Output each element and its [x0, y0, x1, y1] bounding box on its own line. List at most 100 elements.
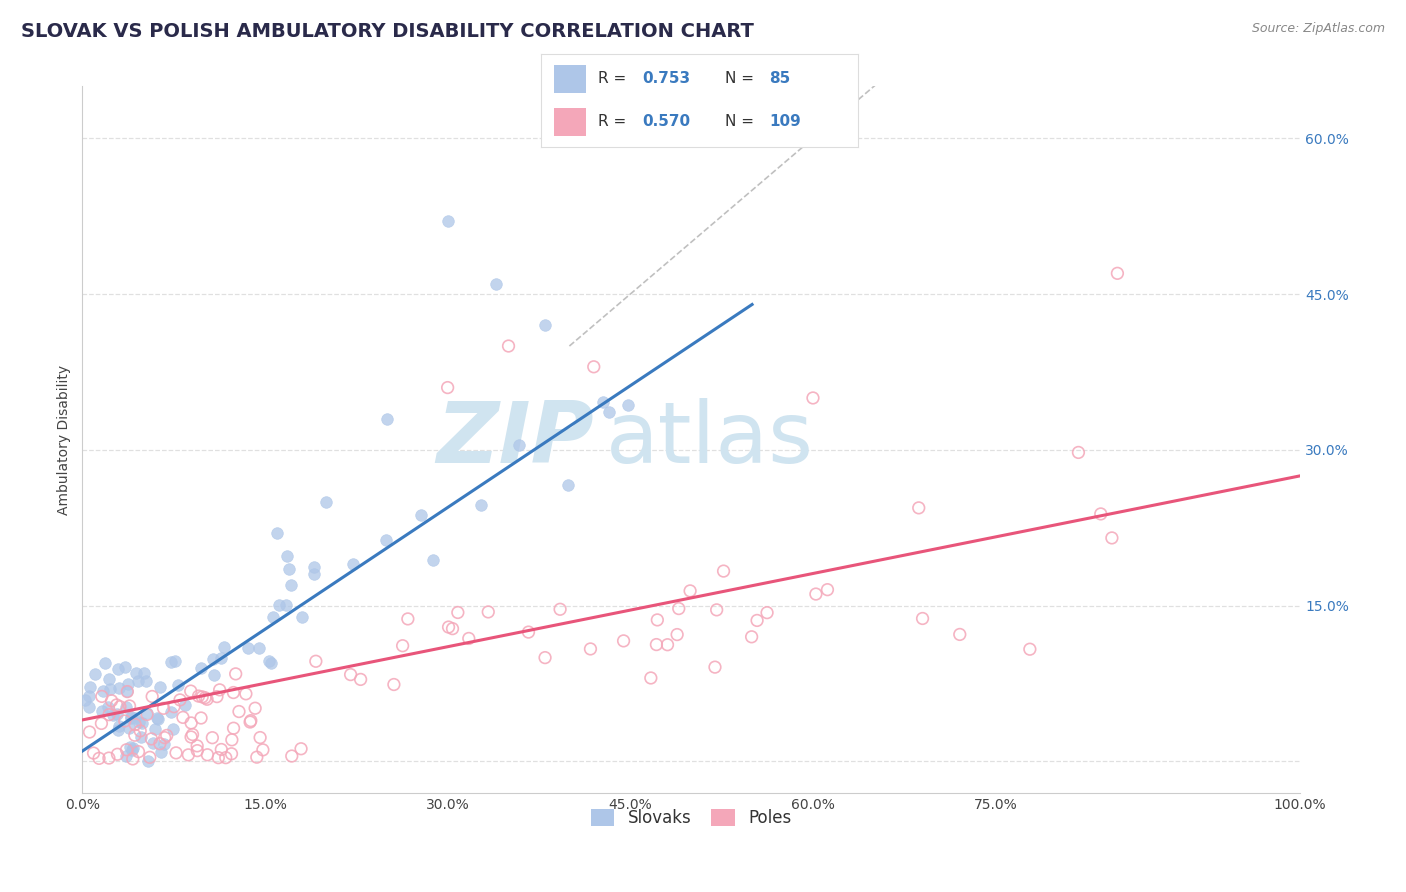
Point	[666, 627, 689, 641]
Point	[107, 719, 129, 733]
Point	[582, 359, 605, 374]
Point	[136, 707, 159, 722]
Point	[180, 684, 202, 698]
Point	[105, 698, 128, 712]
Point	[409, 508, 432, 522]
Point	[142, 736, 165, 750]
Point	[745, 614, 768, 628]
Point	[239, 714, 262, 728]
Point	[180, 730, 202, 744]
Point	[201, 731, 224, 745]
Point	[125, 666, 148, 681]
Point	[98, 682, 121, 697]
Point	[534, 650, 557, 665]
Point	[97, 751, 120, 765]
Point	[209, 651, 232, 665]
Point	[221, 747, 243, 761]
Point	[276, 549, 298, 564]
Point	[108, 681, 131, 695]
Text: R =: R =	[599, 71, 631, 87]
Point	[127, 673, 149, 688]
Point	[91, 704, 114, 718]
Point	[107, 723, 129, 738]
Point	[706, 603, 728, 617]
Point	[128, 715, 150, 730]
Point	[160, 706, 183, 720]
Point	[640, 671, 662, 685]
Point	[139, 750, 162, 764]
Point	[120, 710, 142, 724]
Point	[79, 680, 101, 694]
Point	[141, 731, 163, 746]
Point	[115, 700, 138, 714]
Point	[138, 755, 160, 769]
Point	[124, 728, 146, 742]
Point	[186, 739, 208, 753]
Text: ZIP: ZIP	[436, 398, 593, 481]
Point	[79, 725, 101, 739]
Bar	[554, 108, 586, 136]
Point	[257, 654, 280, 668]
Point	[127, 745, 149, 759]
Point	[215, 750, 238, 764]
Point	[90, 690, 112, 704]
Point	[349, 673, 371, 687]
Point	[508, 438, 530, 452]
Text: SLOVAK VS POLISH AMBULATORY DISABILITY CORRELATION CHART: SLOVAK VS POLISH AMBULATORY DISABILITY C…	[21, 22, 754, 41]
Point	[447, 606, 470, 620]
Point	[87, 751, 110, 765]
Point	[1090, 507, 1112, 521]
Point	[114, 714, 136, 728]
Text: 85: 85	[769, 71, 790, 87]
Point	[1107, 266, 1129, 280]
Point	[114, 660, 136, 674]
Point	[122, 740, 145, 755]
Point	[195, 692, 218, 706]
Point	[165, 746, 187, 760]
Point	[160, 655, 183, 669]
Point	[118, 698, 141, 713]
Point	[243, 701, 266, 715]
Point	[129, 723, 152, 738]
Bar	[554, 65, 586, 93]
Point	[202, 668, 225, 682]
Point	[437, 620, 460, 634]
Point	[239, 714, 262, 729]
Point	[100, 694, 122, 708]
Point	[115, 684, 138, 698]
Point	[98, 672, 121, 686]
Point	[141, 690, 163, 704]
Point	[101, 708, 124, 723]
Point	[181, 727, 204, 741]
Point	[252, 743, 274, 757]
Point	[187, 689, 209, 703]
Point	[280, 578, 302, 592]
Point	[592, 394, 614, 409]
Point	[131, 715, 153, 730]
Point	[108, 699, 131, 714]
Point	[339, 667, 361, 681]
Point	[579, 642, 602, 657]
Point	[741, 630, 763, 644]
Text: N =: N =	[725, 114, 759, 129]
Point	[177, 747, 200, 762]
Point	[120, 711, 142, 725]
Point	[396, 612, 419, 626]
Point	[236, 641, 259, 656]
Point	[302, 559, 325, 574]
Point	[269, 599, 291, 613]
Point	[209, 742, 232, 756]
Point	[118, 721, 141, 735]
Point	[208, 682, 231, 697]
Point	[616, 398, 638, 412]
Point	[801, 391, 824, 405]
Point	[266, 526, 288, 541]
Point	[804, 587, 827, 601]
Point	[470, 499, 492, 513]
Point	[153, 737, 176, 751]
Point	[136, 706, 159, 721]
Point	[149, 745, 172, 759]
Point	[375, 411, 398, 425]
Point	[90, 716, 112, 731]
Point	[191, 690, 214, 704]
